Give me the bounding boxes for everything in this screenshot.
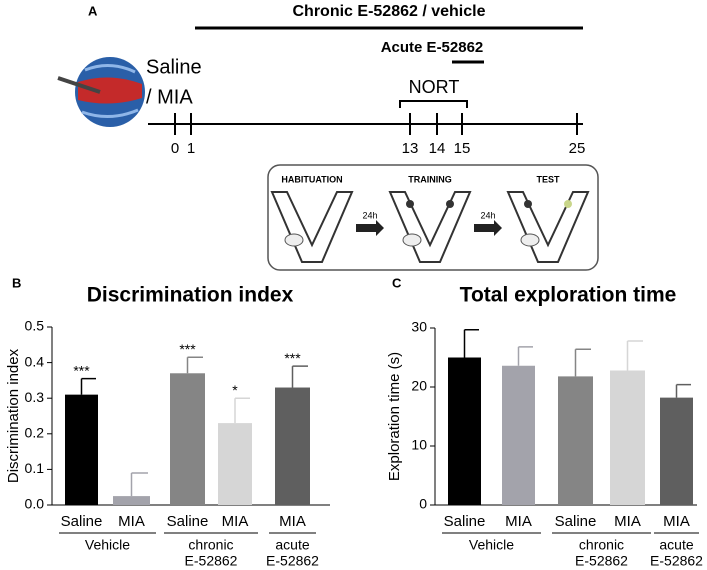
delay-label: 24h <box>480 210 495 220</box>
x-tick-label: MIA <box>614 513 641 530</box>
error-bar <box>574 348 591 377</box>
significance: *** <box>73 362 90 378</box>
mouse <box>402 233 422 247</box>
error-bar <box>186 356 203 374</box>
delay-label: 24h <box>362 210 377 220</box>
x-tick-label: Saline <box>555 513 597 530</box>
y-tick-label: 0.3 <box>25 389 45 405</box>
group-label: E-52862 <box>650 553 703 569</box>
y-tick-label: 0 <box>419 496 427 512</box>
arrow <box>474 220 502 236</box>
group-label: Vehicle <box>469 537 514 553</box>
nort-bracket <box>399 100 468 108</box>
significance: * <box>232 382 238 398</box>
brain-icon <box>57 57 145 127</box>
protocol-box <box>267 164 599 271</box>
bar <box>610 370 645 505</box>
x-tick-label: Saline <box>444 513 486 530</box>
object <box>446 200 454 208</box>
day-label: 15 <box>454 140 471 157</box>
bar <box>170 373 205 505</box>
maze <box>388 191 472 263</box>
chart-title: Discrimination index <box>87 284 294 307</box>
y-tick-label: 0.0 <box>25 496 45 512</box>
acute-label: Acute E-52862 <box>381 39 484 56</box>
group-label: chronic <box>188 537 233 553</box>
object <box>564 200 572 208</box>
significance: *** <box>284 350 301 366</box>
bar <box>113 496 150 505</box>
y-tick-label: 30 <box>411 319 427 335</box>
x-tick-label: MIA <box>222 513 249 530</box>
day-label: 0 <box>171 140 179 157</box>
day-label: 1 <box>187 140 195 157</box>
bar <box>448 357 481 505</box>
maze <box>270 191 354 263</box>
error-bar <box>234 397 250 424</box>
bar <box>218 423 252 505</box>
error-bar <box>80 377 96 395</box>
group-label: E-52862 <box>575 553 628 569</box>
arrow <box>356 220 384 236</box>
y-tick-label: 0.1 <box>25 460 45 476</box>
bar <box>275 387 310 505</box>
day-label: 13 <box>402 140 419 157</box>
chronic-label: Chronic E-52862 / vehicle <box>293 3 486 20</box>
y-tick-label: 10 <box>411 437 427 453</box>
group-label: Vehicle <box>85 537 130 553</box>
nort-label: NORT <box>409 77 460 97</box>
step-label: TRAINING <box>408 174 452 184</box>
bar <box>502 365 535 505</box>
y-tick-label: 0.4 <box>25 353 45 369</box>
group-label: E-52862 <box>185 553 238 569</box>
group-label: acute <box>659 537 693 553</box>
mouse <box>520 233 540 247</box>
error-bar <box>463 329 479 358</box>
y-tick-label: 20 <box>411 378 427 394</box>
x-tick-label: Saline <box>167 513 209 530</box>
panel-label: C <box>392 275 402 290</box>
y-axis-label: Discrimination index <box>5 348 22 483</box>
y-axis-label: Exploration time (s) <box>386 352 403 481</box>
y-tick-label: 0.5 <box>25 318 45 334</box>
error-bar <box>675 383 691 398</box>
chart-title: Total exploration time <box>460 284 677 307</box>
panel-label: A <box>88 3 98 18</box>
object <box>524 200 532 208</box>
group-label: Saline <box>146 56 202 78</box>
x-tick-label: MIA <box>118 513 145 530</box>
error-bar <box>291 365 308 388</box>
error-bar <box>626 340 643 371</box>
step-label: HABITUATION <box>281 174 342 184</box>
group-label: acute <box>275 537 309 553</box>
step-label: TEST <box>536 174 560 184</box>
y-tick-label: 0.2 <box>25 425 45 441</box>
bar <box>65 394 98 505</box>
error-bar <box>130 472 148 497</box>
x-tick-label: MIA <box>279 513 306 530</box>
bar <box>558 376 593 505</box>
x-tick-label: MIA <box>663 513 690 530</box>
error-bar <box>517 346 533 366</box>
group-label: chronic <box>579 537 624 553</box>
group-label: / MIA <box>146 86 193 108</box>
object <box>406 200 414 208</box>
mouse <box>284 233 304 247</box>
significance: *** <box>179 341 196 357</box>
maze <box>506 191 590 263</box>
x-tick-label: Saline <box>61 513 103 530</box>
bar <box>660 397 693 505</box>
day-label: 14 <box>429 140 446 157</box>
group-label: E-52862 <box>266 553 319 569</box>
day-label: 25 <box>569 140 586 157</box>
panel-label: B <box>12 275 21 290</box>
x-tick-label: MIA <box>505 513 532 530</box>
